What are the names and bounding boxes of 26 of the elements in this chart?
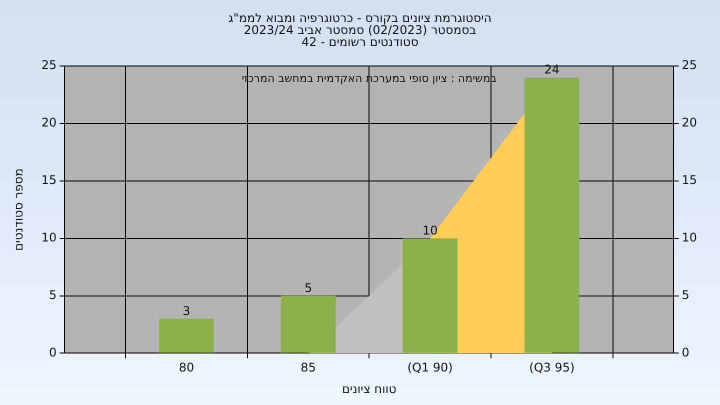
y-tick-label: 5 — [49, 288, 57, 302]
y2-tick-label: 25 — [682, 58, 698, 72]
x-tick-label: 80 — [178, 360, 194, 375]
x-tick-label: (Q3 95) — [529, 360, 575, 375]
y2-tick-label: 20 — [682, 116, 698, 130]
y-tick-label: 0 — [49, 345, 57, 360]
y2-tick-label: 0 — [682, 345, 690, 360]
data-label: 10 — [422, 223, 438, 238]
data-label: 24 — [544, 62, 560, 77]
y2-tick-label: 10 — [682, 230, 698, 244]
y-tick-label: 10 — [41, 230, 57, 244]
data-label: 3 — [182, 304, 190, 318]
y-axis-title: מספר סטודנטים — [11, 168, 26, 251]
y-tick-label: 15 — [41, 173, 57, 188]
y2-tick-label: 15 — [682, 173, 698, 188]
bar — [159, 318, 214, 353]
bar — [280, 296, 336, 353]
x-axis-title: טווח ציונים — [342, 382, 397, 396]
y-tick-label: 25 — [41, 58, 57, 72]
data-label: 5 — [304, 280, 312, 295]
chart-subtitle: בסמסטר (02/2023) סמסטר אביב 2023/24 סטודנטים רשומים - 42 — [242, 23, 478, 49]
y2-tick-label: 5 — [682, 288, 690, 302]
y-tick-label: 20 — [41, 116, 57, 130]
chart-title: היסטוגרמת ציונים בקורס - כרטוגרפיה ומבוא לממ"ג — [227, 11, 493, 25]
x-tick-label: (Q1 90) — [407, 360, 453, 375]
x-tick-label: 85 — [300, 360, 316, 375]
